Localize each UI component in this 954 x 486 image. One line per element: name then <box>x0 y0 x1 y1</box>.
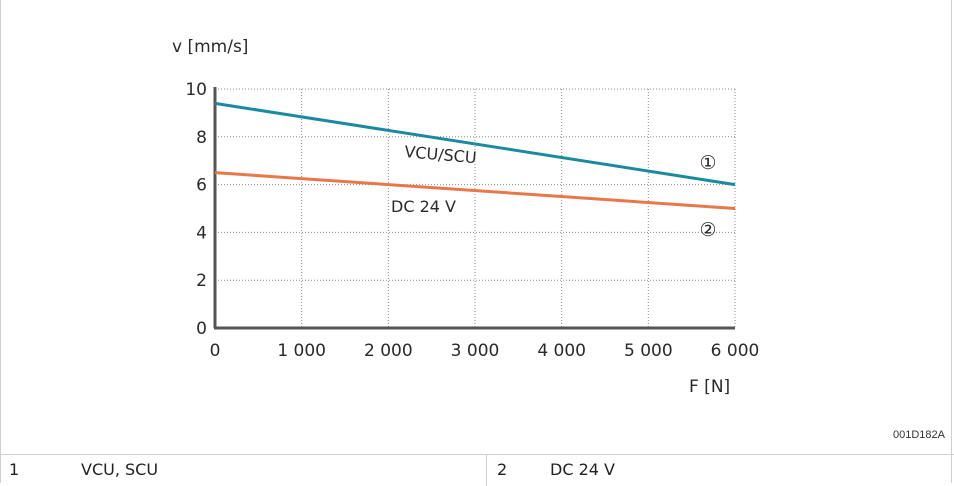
series-line-2 <box>214 171 736 210</box>
x-tick-label: 6 000 <box>711 341 760 361</box>
tick-labels: 0 1 000 2 000 3 000 4 000 5 000 6 000 0 2 4 6 8 10 <box>185 80 759 361</box>
series-labels: VCU/SCU DC 24 V ① ② <box>391 142 717 241</box>
x-tick-label: 1 000 <box>277 341 326 361</box>
legend-table: 1 VCU, SCU 2 DC 24 V <box>1 454 954 486</box>
series-marker-1: ① <box>699 152 716 174</box>
y-tick-label: 4 <box>196 223 207 243</box>
y-tick-label: 8 <box>196 128 207 148</box>
legend-label-1: VCU, SCU <box>81 460 159 479</box>
series-label-2: DC 24 V <box>391 197 456 216</box>
legend-divider <box>486 455 487 486</box>
line-chart: 0 1 000 2 000 3 000 4 000 5 000 6 000 0 2 4 6 8 10 V… <box>172 37 759 397</box>
y-tick-label: 6 <box>196 176 207 196</box>
grid <box>215 88 736 328</box>
x-tick-label: 5 000 <box>624 341 673 361</box>
series-marker-2: ② <box>699 219 716 241</box>
y-tick-label: 2 <box>196 271 207 291</box>
x-tick-label: 4 000 <box>537 341 586 361</box>
series-line-1 <box>214 101 736 187</box>
series-lines <box>214 101 736 210</box>
x-tick-label: 0 <box>210 341 221 361</box>
legend-label-2: DC 24 V <box>550 460 615 479</box>
axes <box>213 87 735 330</box>
x-tick-label: 2 000 <box>364 341 413 361</box>
legend-number-1: 1 <box>9 460 20 479</box>
legend-number-2: 2 <box>497 460 508 479</box>
figure-code: 001D182A <box>893 429 945 441</box>
y-tick-label: 10 <box>185 80 207 100</box>
y-axis-label: v [mm/s] <box>172 37 248 57</box>
series-label-1: VCU/SCU <box>404 142 478 167</box>
x-axis-label: F [N] <box>689 377 730 397</box>
y-tick-label: 0 <box>196 319 207 339</box>
x-tick-label: 3 000 <box>451 341 500 361</box>
